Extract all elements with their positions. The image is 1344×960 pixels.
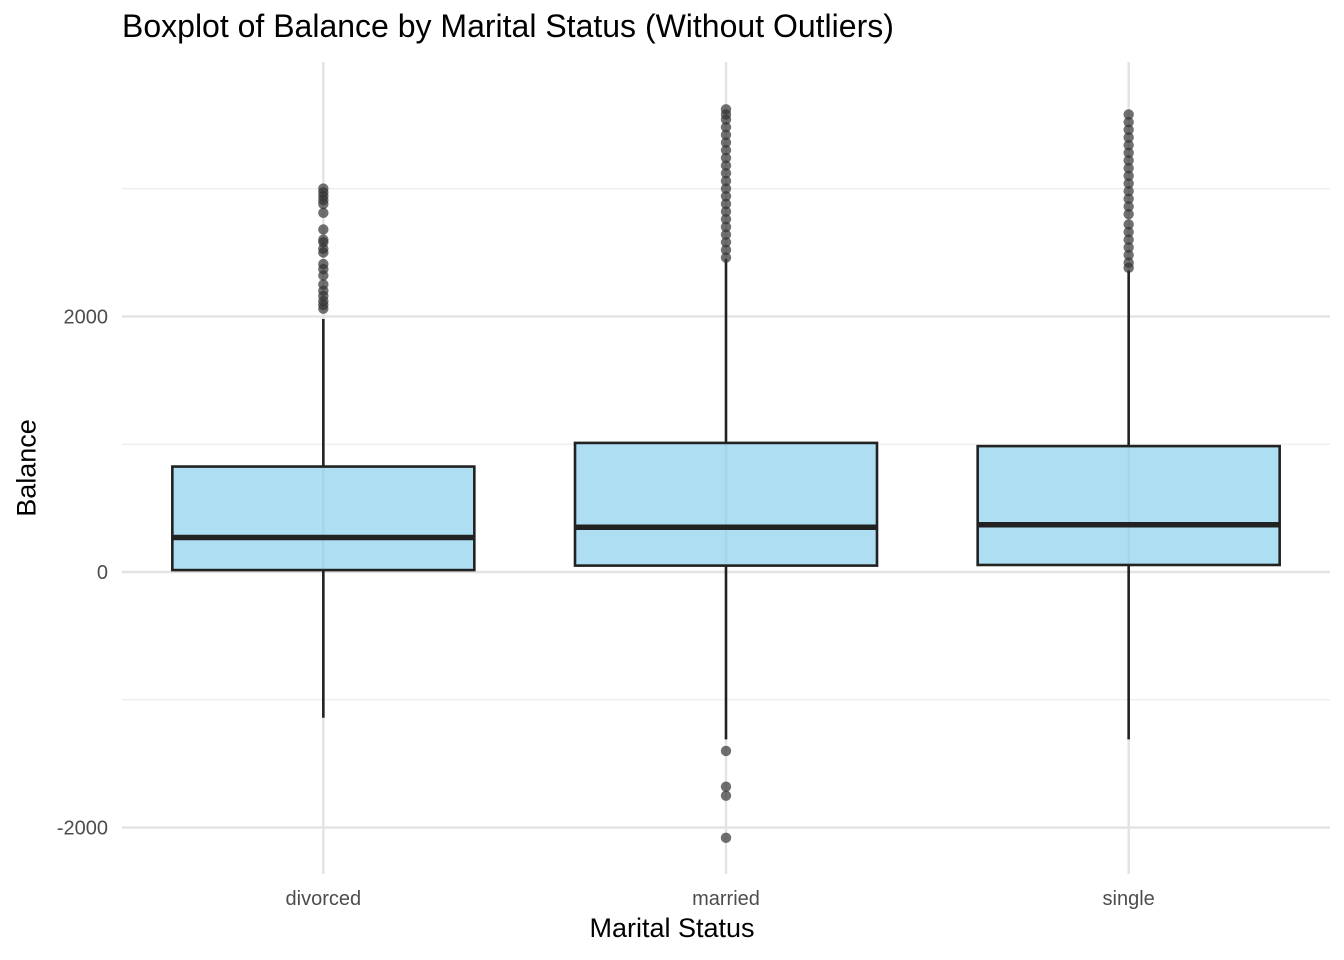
- outlier-point: [720, 137, 732, 148]
- y-tick-label: 2000: [64, 306, 109, 328]
- outlier-point: [1123, 139, 1134, 151]
- outlier-point: [1123, 242, 1134, 253]
- outlier-point: [720, 781, 732, 792]
- outlier-point: [1123, 257, 1134, 268]
- outlier-point: [720, 745, 732, 757]
- outlier-point: [720, 214, 732, 225]
- outlier-point: [1123, 208, 1134, 220]
- outlier-point: [318, 234, 329, 245]
- outlier-point: [720, 175, 732, 187]
- outlier-point: [1123, 116, 1134, 128]
- box-divorced: [171, 183, 476, 718]
- outlier-point: [1123, 234, 1134, 245]
- outlier-point: [720, 832, 732, 844]
- y-tick-label: -2000: [57, 818, 108, 840]
- chart-title: Boxplot of Balance by Marital Status (Wi…: [122, 8, 894, 44]
- outlier-point: [720, 237, 732, 248]
- iqr-box: [573, 441, 879, 567]
- x-axis-ticks: divorced married single: [286, 888, 1155, 910]
- x-axis-label: Marital Status: [589, 913, 755, 943]
- x-tick-label: single: [1103, 888, 1155, 910]
- outlier-point: [720, 206, 732, 217]
- outlier-point: [720, 790, 732, 801]
- outlier-point: [1123, 249, 1134, 261]
- outlier-point: [318, 183, 329, 194]
- outlier-point: [720, 183, 732, 194]
- x-tick-label: married: [692, 888, 760, 910]
- outlier-point: [720, 252, 732, 263]
- outlier-point: [720, 122, 732, 133]
- outlier-point: [1123, 178, 1134, 189]
- outlier-point: [720, 229, 732, 240]
- outlier-point: [720, 160, 732, 171]
- outlier-point: [720, 152, 732, 164]
- outlier-point: [720, 104, 732, 115]
- outlier-point: [1123, 185, 1134, 197]
- outlier-point: [720, 221, 732, 233]
- outlier-point: [1123, 201, 1134, 212]
- x-tick-label: divorced: [286, 888, 362, 910]
- outlier-point: [720, 191, 732, 202]
- outlier-point: [318, 258, 329, 270]
- outlier-point: [1123, 124, 1134, 136]
- iqr-box: [976, 444, 1281, 567]
- outlier-point: [720, 198, 732, 210]
- y-tick-label: 0: [97, 562, 108, 584]
- outlier-point: [720, 244, 732, 256]
- outlier-point: [318, 224, 329, 235]
- iqr-box: [171, 465, 476, 572]
- outlier-point: [1123, 226, 1134, 238]
- outlier-point: [1123, 219, 1134, 230]
- box-married: [573, 104, 879, 844]
- outlier-point: [1123, 132, 1134, 143]
- outlier-point: [318, 279, 329, 290]
- outlier-point: [1123, 193, 1134, 205]
- outlier-point: [720, 129, 732, 141]
- outlier-point: [1123, 109, 1134, 120]
- y-axis-ticks: -2000 0 2000: [57, 306, 108, 839]
- outlier-point: [720, 168, 732, 179]
- outlier-point: [720, 145, 732, 156]
- box-series: [171, 104, 1281, 844]
- outlier-point: [318, 207, 329, 219]
- outlier-point: [1123, 162, 1134, 174]
- box-single: [976, 109, 1281, 740]
- outlier-point: [1123, 170, 1134, 182]
- outlier-point: [1123, 155, 1134, 166]
- y-axis-label: Balance: [11, 419, 42, 517]
- outlier-point: [1123, 147, 1134, 159]
